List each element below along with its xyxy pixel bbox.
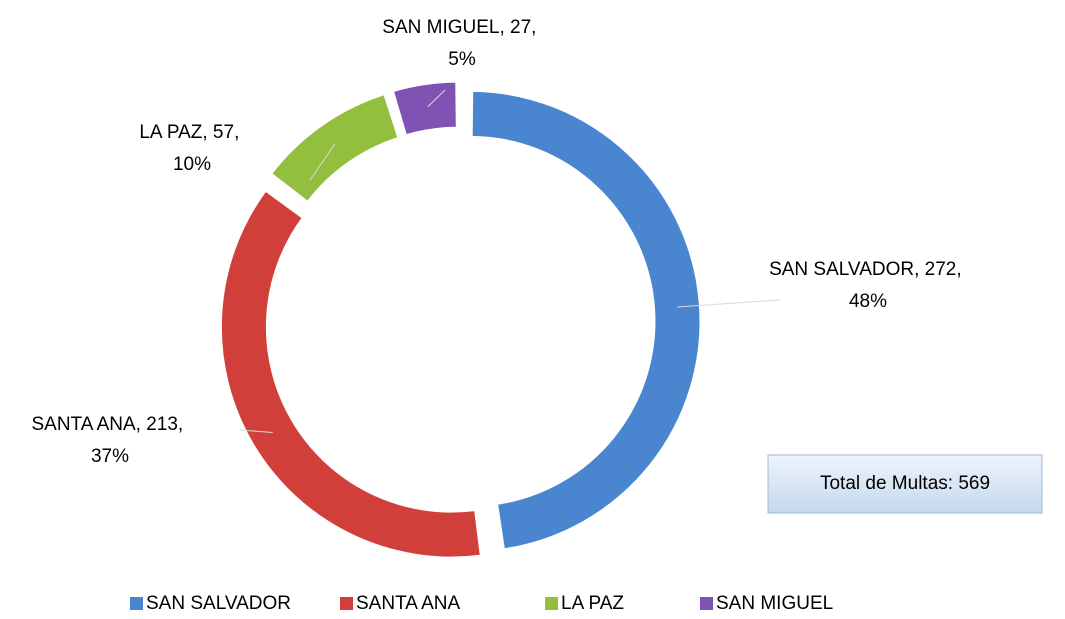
leader-line [239,429,273,433]
donut-slice [471,90,701,550]
legend-label: SANTA ANA [356,593,461,614]
data-label-line: LA PAZ, 57, [139,122,244,143]
annotation-box [767,454,1043,514]
data-label: SAN MIGUEL, 27, 5% [382,17,541,70]
data-label: LA PAZ, 57, 10% [139,122,244,175]
data-label-line: 10% [173,154,211,175]
donut-slice [271,94,399,202]
legend-label: SAN SALVADOR [146,593,291,614]
data-label: SAN SALVADOR, 272, 48% [769,259,967,312]
data-label-line: 37% [91,446,129,467]
leader-line [676,299,781,308]
data-label: SANTA ANA, 213, 37% [31,414,188,467]
leader-line [427,89,446,108]
legend-swatch [545,597,558,610]
legend-swatch [130,597,143,610]
data-label-line: SAN SALVADOR, 272, [769,259,967,280]
legend-label: SAN MIGUEL [716,593,833,614]
donut-slice [392,81,457,136]
legend-swatch [340,597,353,610]
leader-line [309,143,336,181]
data-label-line: 5% [448,49,476,70]
annotation: Total de Multas: 569 [820,473,990,494]
legend-label: LA PAZ [561,593,624,614]
donut-slice [220,190,481,558]
data-label-line: 48% [849,291,887,312]
data-label-line: SANTA ANA, 213, [31,414,188,435]
legend-swatch [700,597,713,610]
data-label-line: SAN MIGUEL, 27, [382,17,541,38]
